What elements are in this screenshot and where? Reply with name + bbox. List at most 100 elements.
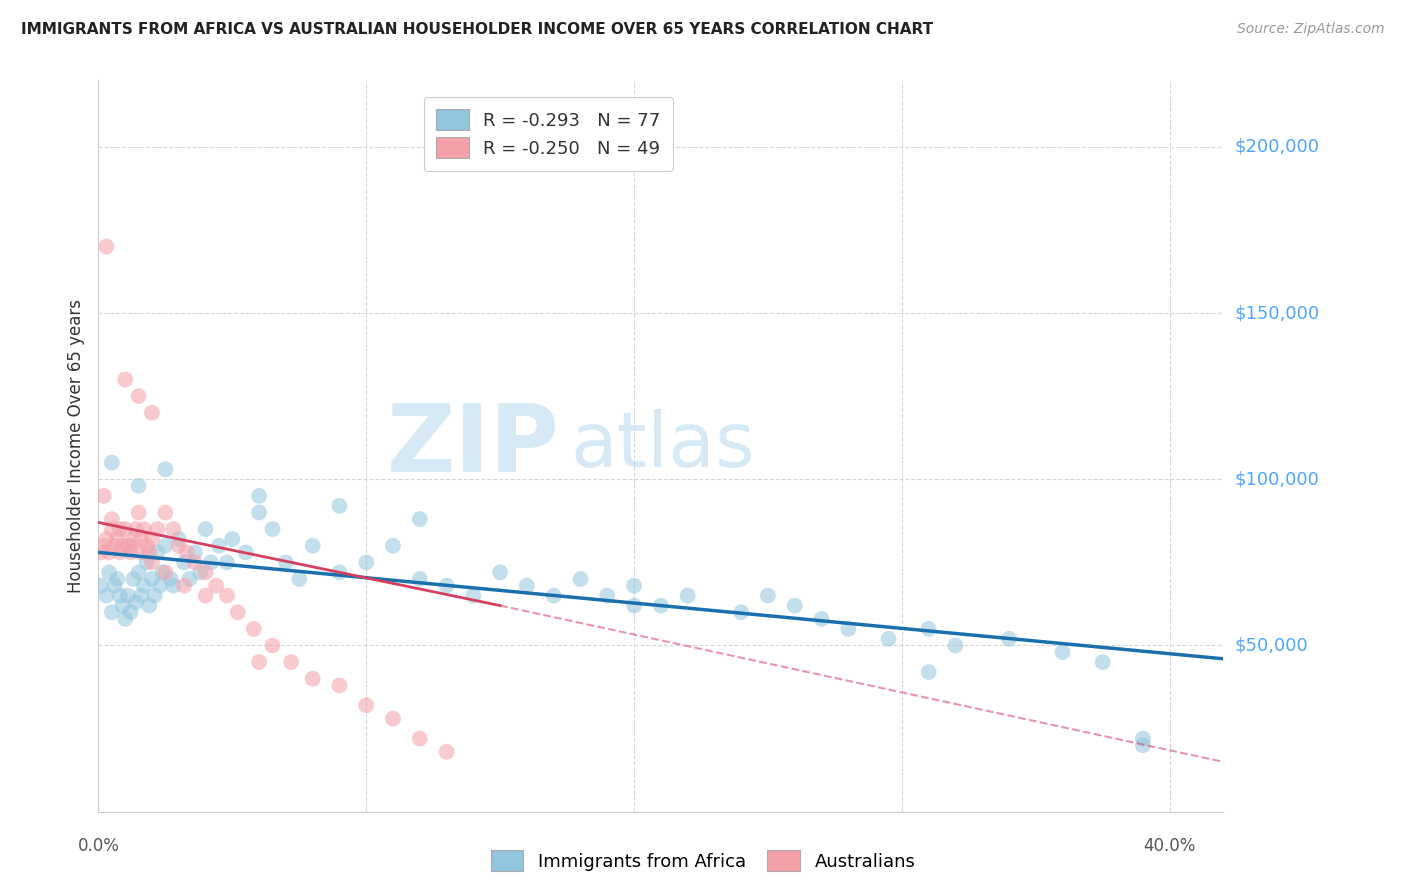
Point xyxy=(96,532,118,546)
Point xyxy=(111,599,134,613)
Point xyxy=(288,572,311,586)
Point xyxy=(132,579,155,593)
Point xyxy=(945,639,967,653)
Point xyxy=(623,599,645,613)
Point xyxy=(247,655,270,669)
Point xyxy=(122,532,145,546)
Point xyxy=(208,539,231,553)
Point xyxy=(328,499,350,513)
Point xyxy=(105,532,128,546)
Point xyxy=(756,589,779,603)
Point xyxy=(108,545,131,559)
Point xyxy=(328,566,350,580)
Point xyxy=(179,572,201,586)
Point xyxy=(159,572,181,586)
Point xyxy=(489,566,512,580)
Point xyxy=(101,605,124,619)
Point xyxy=(215,589,238,603)
Point xyxy=(90,579,112,593)
Point xyxy=(409,572,432,586)
Point xyxy=(543,589,565,603)
Point xyxy=(129,545,152,559)
Point xyxy=(122,572,145,586)
Point xyxy=(155,462,177,476)
Point xyxy=(436,579,458,593)
Point xyxy=(98,545,121,559)
Point xyxy=(184,555,207,569)
Point xyxy=(141,555,163,569)
Point xyxy=(173,579,195,593)
Point xyxy=(96,589,118,603)
Point xyxy=(101,456,124,470)
Point xyxy=(301,672,323,686)
Text: ZIP: ZIP xyxy=(387,400,560,492)
Point xyxy=(623,579,645,593)
Point xyxy=(569,572,592,586)
Point xyxy=(280,655,302,669)
Point xyxy=(128,566,150,580)
Point xyxy=(114,372,136,386)
Point xyxy=(90,545,112,559)
Point xyxy=(167,539,190,553)
Point xyxy=(101,522,124,536)
Point xyxy=(125,522,148,536)
Point xyxy=(301,539,323,553)
Point xyxy=(188,566,211,580)
Point xyxy=(128,506,150,520)
Text: $100,000: $100,000 xyxy=(1234,470,1319,488)
Text: Source: ZipAtlas.com: Source: ZipAtlas.com xyxy=(1237,22,1385,37)
Point xyxy=(135,539,157,553)
Point xyxy=(463,589,485,603)
Legend: Immigrants from Africa, Australians: Immigrants from Africa, Australians xyxy=(484,843,922,879)
Point xyxy=(262,522,284,536)
Text: 0.0%: 0.0% xyxy=(77,837,120,855)
Point xyxy=(650,599,672,613)
Point xyxy=(205,579,228,593)
Text: $200,000: $200,000 xyxy=(1234,137,1319,156)
Point xyxy=(274,555,297,569)
Point xyxy=(141,532,163,546)
Point xyxy=(676,589,699,603)
Point xyxy=(152,566,174,580)
Point xyxy=(141,406,163,420)
Point xyxy=(810,612,832,626)
Point xyxy=(262,639,284,653)
Text: atlas: atlas xyxy=(571,409,755,483)
Point xyxy=(103,539,125,553)
Point xyxy=(155,506,177,520)
Point xyxy=(215,555,238,569)
Point xyxy=(111,539,134,553)
Y-axis label: Householder Income Over 65 years: Householder Income Over 65 years xyxy=(66,299,84,593)
Point xyxy=(167,532,190,546)
Point xyxy=(125,595,148,609)
Point xyxy=(98,566,121,580)
Point xyxy=(247,489,270,503)
Point xyxy=(128,389,150,403)
Point xyxy=(105,572,128,586)
Point xyxy=(194,589,217,603)
Point xyxy=(146,545,169,559)
Point xyxy=(1132,731,1154,746)
Point xyxy=(242,622,264,636)
Point xyxy=(129,532,152,546)
Point xyxy=(730,605,752,619)
Legend: R = -0.293   N = 77, R = -0.250   N = 49: R = -0.293 N = 77, R = -0.250 N = 49 xyxy=(423,96,673,171)
Point xyxy=(226,605,249,619)
Point xyxy=(184,545,207,559)
Point xyxy=(200,555,222,569)
Point xyxy=(1052,645,1074,659)
Point xyxy=(117,539,139,553)
Point xyxy=(96,239,118,253)
Point xyxy=(409,731,432,746)
Point xyxy=(114,522,136,536)
Point xyxy=(149,579,172,593)
Point xyxy=(138,599,160,613)
Point xyxy=(141,572,163,586)
Point xyxy=(837,622,859,636)
Point xyxy=(194,522,217,536)
Point xyxy=(382,712,405,726)
Point xyxy=(354,698,377,713)
Point xyxy=(998,632,1021,646)
Text: IMMIGRANTS FROM AFRICA VS AUSTRALIAN HOUSEHOLDER INCOME OVER 65 YEARS CORRELATIO: IMMIGRANTS FROM AFRICA VS AUSTRALIAN HOU… xyxy=(21,22,934,37)
Point xyxy=(128,479,150,493)
